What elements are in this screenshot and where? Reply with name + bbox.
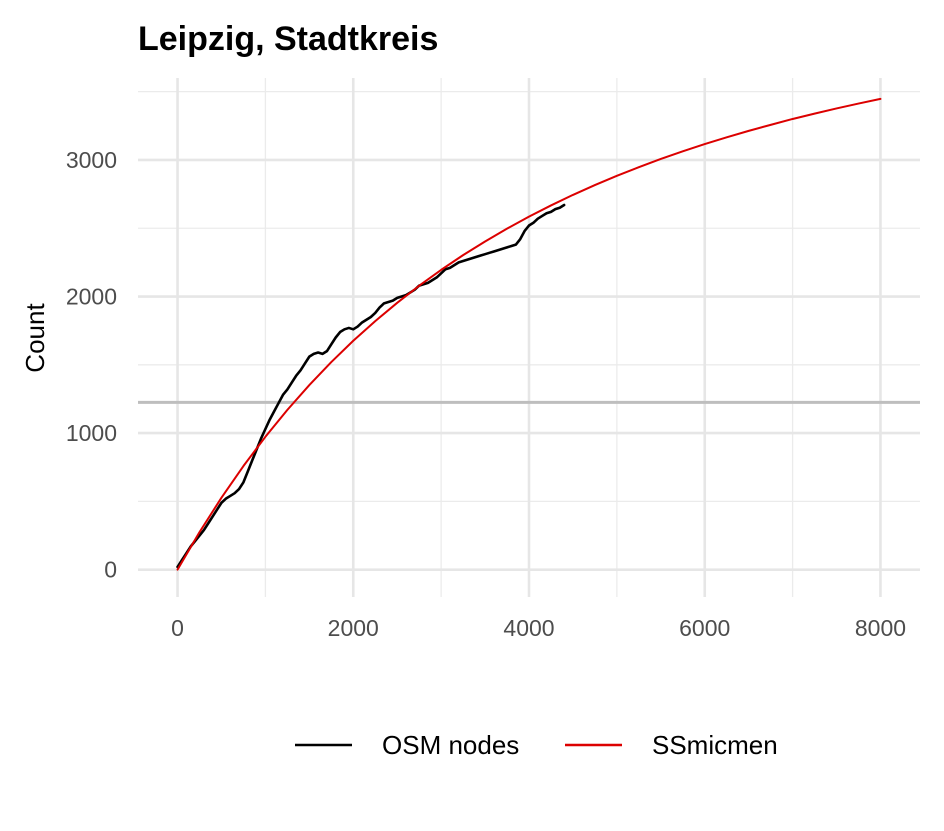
legend: OSM nodes SSmicmen bbox=[295, 730, 778, 760]
series-line-1 bbox=[176, 203, 566, 569]
x-tick-labels: 0 2000 4000 6000 8000 bbox=[171, 615, 906, 641]
series-line-2 bbox=[176, 97, 882, 571]
plot-grid bbox=[138, 78, 920, 597]
legend-label-1: OSM nodes bbox=[382, 730, 519, 760]
x-tick-label: 6000 bbox=[679, 615, 730, 641]
legend-label-2: SSmicmen bbox=[652, 730, 778, 760]
y-tick-label: 0 bbox=[104, 557, 117, 583]
y-tick-label: 2000 bbox=[66, 284, 117, 310]
x-tick-label: 4000 bbox=[503, 615, 554, 641]
series-group bbox=[176, 97, 882, 571]
chart-title: Leipzig, Stadtkreis bbox=[138, 20, 438, 58]
x-tick-label: 2000 bbox=[328, 615, 379, 641]
x-tick-label: 8000 bbox=[855, 615, 906, 641]
x-tick-label: 0 bbox=[171, 615, 184, 641]
y-tick-label: 3000 bbox=[66, 147, 117, 173]
y-axis-title: Count bbox=[20, 303, 50, 373]
y-tick-label: 1000 bbox=[66, 420, 117, 446]
y-tick-labels: 0 1000 2000 3000 bbox=[66, 147, 117, 583]
